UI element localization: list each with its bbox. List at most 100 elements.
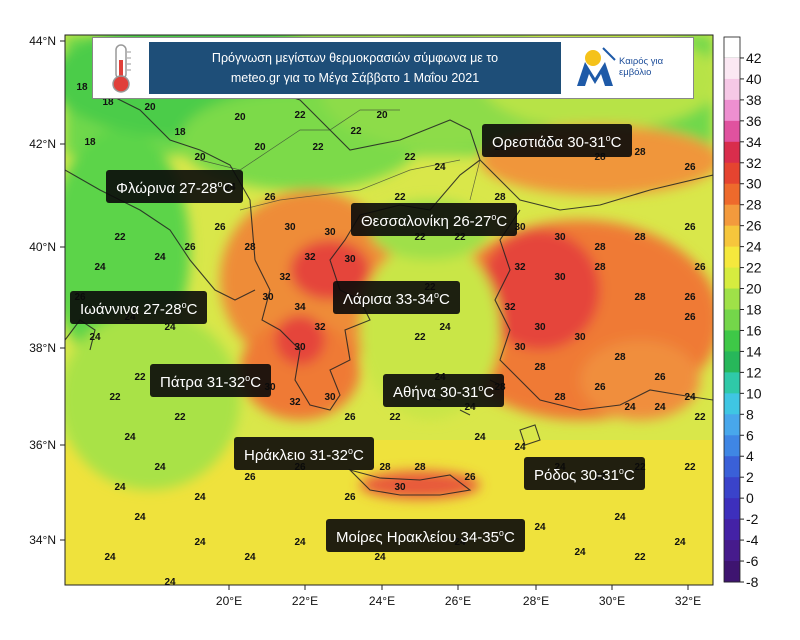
map-title: Πρόγνωση μεγίστων θερμοκρασιών σύμφωνα μ… bbox=[149, 42, 561, 94]
colorbar-swatch bbox=[724, 162, 740, 185]
grid-temperature-value: 30 bbox=[284, 222, 296, 233]
degree-mark: o bbox=[434, 290, 440, 300]
grid-temperature-value: 24 bbox=[534, 522, 546, 533]
grid-temperature-value: 28 bbox=[634, 292, 646, 303]
grid-temperature-value: 32 bbox=[289, 397, 301, 408]
grid-temperature-value: 20 bbox=[194, 152, 206, 163]
grid-temperature-value: 30 bbox=[324, 227, 336, 238]
title-line-2: meteo.gr για το Μέγα Σάββατο 1 Μαΐου 202… bbox=[230, 71, 480, 85]
grid-temperature-value: 34 bbox=[294, 302, 306, 313]
grid-temperature-value: 30 bbox=[294, 342, 306, 353]
grid-temperature-value: 28 bbox=[414, 462, 426, 473]
unit-label: C bbox=[623, 467, 635, 484]
longitude-tick-label: 22°E bbox=[292, 594, 318, 608]
grid-temperature-value: 32 bbox=[314, 322, 326, 333]
grid-temperature-value: 24 bbox=[89, 332, 101, 343]
colorbar-swatch bbox=[724, 288, 740, 310]
degree-mark: o bbox=[181, 300, 187, 310]
latitude-tick-label: 36°N bbox=[29, 438, 56, 452]
unit-label: C bbox=[352, 447, 364, 464]
colorbar-tick-label: 26 bbox=[746, 218, 762, 234]
colorbar-tick-label: 28 bbox=[746, 197, 762, 213]
colorbar-swatch bbox=[724, 99, 740, 122]
grid-temperature-value: 20 bbox=[234, 112, 246, 123]
grid-temperature-value: 26 bbox=[684, 222, 696, 233]
unit-label: C bbox=[250, 374, 262, 391]
grid-temperature-value: 22 bbox=[404, 152, 416, 163]
grid-temperature-value: 24 bbox=[194, 537, 206, 548]
grid-temperature-value: 30 bbox=[344, 254, 356, 265]
colorbar-swatch bbox=[724, 330, 740, 352]
degree-mark: o bbox=[491, 212, 497, 222]
grid-temperature-value: 24 bbox=[94, 262, 106, 273]
colorbar-tick-label: -4 bbox=[746, 532, 759, 548]
colorbar-tick-label: 6 bbox=[746, 427, 754, 443]
grid-temperature-value: 24 bbox=[114, 482, 126, 493]
grid-temperature-value: 24 bbox=[194, 492, 206, 503]
grid-temperature-value: 28 bbox=[594, 262, 606, 273]
grid-temperature-value: 28 bbox=[534, 362, 546, 373]
city-label-orestiada: Ορεστιάδα 30-31oC bbox=[482, 124, 632, 157]
city-label-text: Ηράκλειο 31-32 bbox=[244, 447, 348, 464]
colorbar-swatch bbox=[724, 372, 740, 394]
colorbar-tick-label: 34 bbox=[746, 134, 762, 150]
colorbar-tick-label: 10 bbox=[746, 385, 762, 401]
unit-label: C bbox=[222, 180, 234, 197]
grid-temperature-value: 30 bbox=[574, 332, 586, 343]
city-label-patra: Πάτρα 31-32oC bbox=[150, 364, 272, 397]
colorbar-tick-label: 20 bbox=[746, 281, 762, 297]
colorbar-tick-label: 36 bbox=[746, 113, 762, 129]
city-label-athina: Αθήνα 30-31oC bbox=[383, 374, 505, 407]
degree-mark: o bbox=[347, 446, 353, 456]
grid-temperature-value: 32 bbox=[304, 252, 316, 263]
grid-temperature-value: 24 bbox=[674, 537, 686, 548]
grid-temperature-value: 24 bbox=[104, 552, 116, 563]
grid-temperature-value: 24 bbox=[474, 432, 486, 443]
city-label-rodos: Ρόδος 30-31oC bbox=[524, 457, 645, 490]
grid-temperature-value: 26 bbox=[694, 262, 706, 273]
grid-temperature-value: 26 bbox=[214, 222, 226, 233]
grid-temperature-value: 30 bbox=[554, 272, 566, 283]
colorbar-swatch bbox=[724, 561, 740, 583]
colorbar-swatch bbox=[724, 456, 740, 478]
colorbar-swatch bbox=[724, 414, 740, 436]
longitude-tick-label: 20°E bbox=[216, 594, 242, 608]
grid-temperature-value: 22 bbox=[109, 392, 121, 403]
latitude-tick-label: 34°N bbox=[29, 533, 56, 547]
grid-temperature-value: 24 bbox=[124, 432, 136, 443]
grid-temperature-value: 26 bbox=[344, 492, 356, 503]
degree-mark: o bbox=[245, 373, 251, 383]
city-label-text: Φλώρινα 27-28 bbox=[116, 180, 218, 197]
grid-temperature-value: 18 bbox=[174, 127, 186, 138]
degree-mark: o bbox=[618, 466, 624, 476]
latitude-axis: 44°N 42°N 40°N 38°N 36°N 34°N bbox=[29, 34, 65, 547]
grid-temperature-value: 30 bbox=[262, 292, 274, 303]
colorbar-swatch bbox=[724, 57, 740, 80]
unit-label: C bbox=[186, 301, 198, 318]
colorbar-tick-label: 42 bbox=[746, 50, 762, 66]
grid-temperature-value: 22 bbox=[414, 332, 426, 343]
colorbar-swatch bbox=[724, 225, 740, 248]
grid-temperature-value: 24 bbox=[464, 402, 476, 413]
unit-label: C bbox=[496, 213, 508, 230]
grid-temperature-value: 28 bbox=[494, 192, 506, 203]
city-label-ioannina: Ιωάννινα 27-28oC bbox=[70, 291, 208, 324]
grid-temperature-value: 24 bbox=[434, 162, 446, 173]
colorbar-swatch bbox=[724, 435, 740, 457]
grid-temperature-value: 28 bbox=[594, 242, 606, 253]
latitude-tick-label: 42°N bbox=[29, 137, 56, 151]
title-banner: Πρόγνωση μεγίστων θερμοκρασιών σύμφωνα μ… bbox=[92, 37, 694, 99]
city-label-larisa: Λάρισα 33-34oC bbox=[333, 281, 460, 314]
grid-temperature-value: 32 bbox=[279, 272, 291, 283]
grid-temperature-value: 24 bbox=[134, 512, 146, 523]
grid-temperature-value: 24 bbox=[614, 512, 626, 523]
colorbar-tick-label: 30 bbox=[746, 176, 762, 192]
colorbar-tick-label: 8 bbox=[746, 406, 754, 422]
grid-temperature-value: 22 bbox=[134, 372, 146, 383]
grid-temperature-value: 24 bbox=[514, 442, 526, 453]
grid-temperature-value: 22 bbox=[114, 232, 126, 243]
colorbar-swatch bbox=[724, 78, 740, 101]
colorbar-swatch bbox=[724, 519, 740, 541]
colorbar: 424038363432302826242220181614121086420-… bbox=[723, 36, 762, 590]
grid-temperature-value: 26 bbox=[654, 372, 666, 383]
